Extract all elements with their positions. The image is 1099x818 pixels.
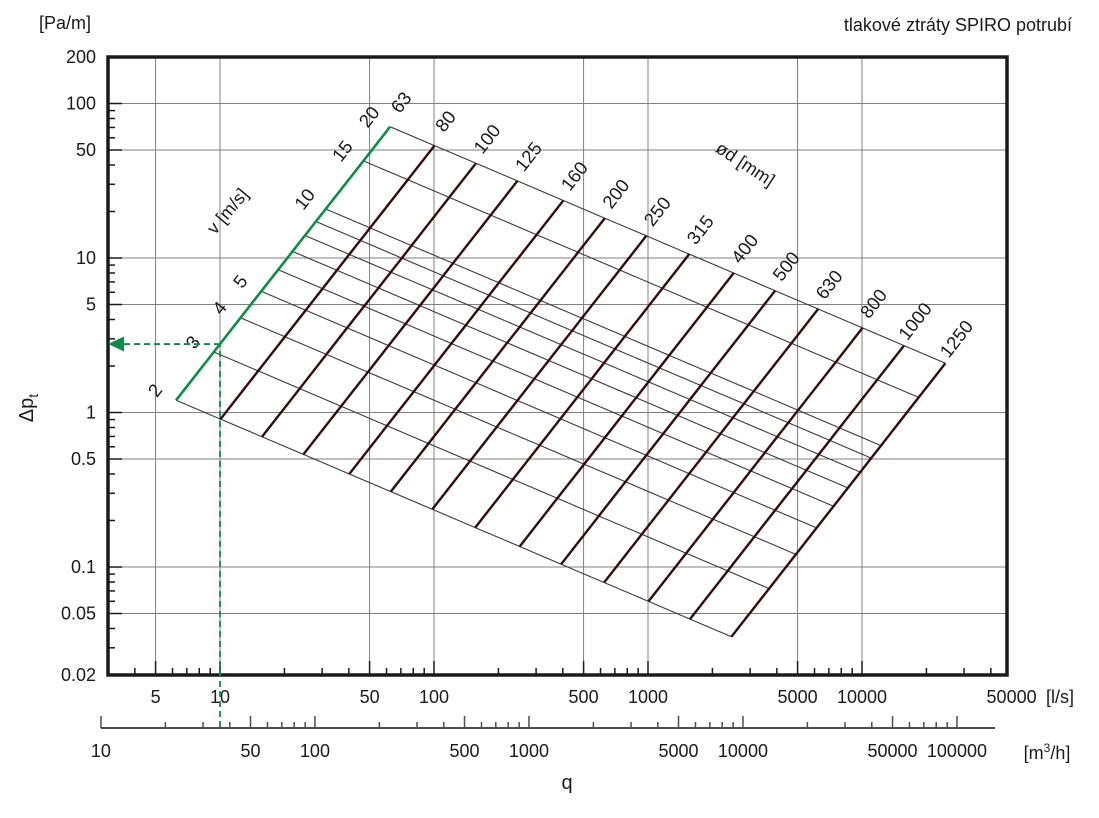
x-axis-tick-label-10000: 10000: [837, 687, 887, 707]
velocity-label-20: 20: [354, 102, 383, 131]
diameter-line-125: [302, 180, 519, 456]
velocity-label-4: 4: [208, 297, 231, 318]
velocity-scale-line-diameter-63: [175, 125, 392, 402]
diameter-line-315: [474, 253, 691, 529]
velocity-line-3: [213, 351, 770, 590]
velocity-line-15: [363, 160, 919, 398]
y-axis-tick-label-0_02: 0.02: [61, 665, 96, 685]
y-axis-tick-label-5: 5: [86, 295, 96, 315]
m3h-unit-superscript: 3: [1043, 741, 1051, 755]
x-axis-primary-unit: [l/s]: [1045, 687, 1074, 707]
secondary-x-axis-tick-label-5000: 5000: [659, 741, 699, 761]
diameter-line-250: [431, 235, 648, 511]
diameter-label-500: 500: [768, 248, 804, 285]
diameter-line-400: [518, 272, 735, 548]
secondary-x-axis-tick-label-100: 100: [300, 741, 330, 761]
y-axis-tick-label-0_05: 0.05: [61, 604, 96, 624]
diameter-label-100: 100: [469, 120, 505, 157]
diameter-line-160: [348, 199, 565, 475]
y-axis-unit-label: [Pa/m]: [38, 13, 91, 33]
y-axis-tick-label-200: 200: [66, 47, 96, 67]
secondary-x-axis-tick-label-10: 10: [91, 741, 111, 761]
y-axis-tick-label-0_5: 0.5: [71, 449, 96, 469]
velocity-label-15: 15: [328, 136, 357, 165]
secondary-x-axis-tick-label-10000: 10000: [718, 741, 768, 761]
y-axis-title-subscript: t: [25, 393, 41, 398]
y-axis-tick-label-1: 1: [86, 403, 96, 423]
velocity-line-6: [277, 269, 834, 507]
velocity-label-10: 10: [290, 184, 319, 213]
secondary-x-axis-tick-label-50000: 50000: [867, 741, 917, 761]
diameter-label-125: 125: [511, 138, 547, 175]
x-axis-tick-label-50: 50: [360, 687, 380, 707]
secondary-x-axis-tick-label-1000: 1000: [509, 741, 549, 761]
secondary-x-axis-tick-label-100000: 100000: [927, 741, 987, 761]
diameter-line-500: [560, 289, 777, 565]
diameter-label-630: 630: [811, 266, 847, 303]
diameter-line-1250: [730, 362, 947, 638]
diameter-label-800: 800: [856, 285, 892, 322]
diameter-label-160: 160: [556, 157, 592, 194]
secondary-x-axis-tick-label-500: 500: [450, 741, 480, 761]
velocity-line-20: [389, 126, 946, 364]
diameter-line-1000: [689, 344, 905, 620]
diameter-label-250: 250: [639, 193, 675, 230]
x-axis-tick-label-5: 5: [151, 687, 161, 707]
x-axis-secondary-unit: [m3/h]: [1007, 741, 1087, 764]
velocity-line-2: [175, 399, 732, 638]
secondary-x-axis-tick-label-50: 50: [241, 741, 261, 761]
y-axis-title: Δpt: [13, 368, 41, 448]
velocity-line-9: [315, 220, 872, 459]
diameter-label-1250: 1250: [935, 316, 977, 361]
diameter-label-63: 63: [386, 88, 415, 117]
y-axis-tick-label-100: 100: [66, 94, 96, 114]
velocity-line-7: [292, 250, 849, 489]
diameter-line-100: [261, 162, 477, 438]
velocity-label-3: 3: [181, 331, 204, 352]
diameter-line-800: [647, 327, 864, 603]
velocity-line-8: [304, 234, 861, 473]
y-axis-tick-label-50: 50: [76, 140, 96, 160]
x-axis-tick-label-50000: 50000: [987, 687, 1037, 707]
y-axis-tick-label-0_1: 0.1: [71, 557, 96, 577]
velocity-line-10: [325, 208, 882, 447]
diameter-line-80: [219, 144, 436, 420]
diameter-line-630: [603, 308, 820, 584]
velocity-line-4: [240, 317, 797, 555]
diameter-line-200: [389, 217, 606, 493]
velocity-line-5: [260, 290, 817, 529]
chart-title: tlakové ztráty SPIRO potrubí: [843, 15, 1072, 35]
x-axis-tick-label-1000: 1000: [628, 687, 668, 707]
x-axis-tick-label-100: 100: [419, 687, 449, 707]
velocity-label-5: 5: [229, 271, 252, 292]
m3h-unit-prefix: [m: [1023, 743, 1044, 763]
x-axis-tick-label-500: 500: [569, 687, 599, 707]
m3h-unit-suffix: /h]: [1050, 743, 1071, 763]
diameter-label-200: 200: [598, 175, 634, 212]
example-arrowhead: [108, 336, 124, 352]
y-axis-tick-label-10: 10: [76, 248, 96, 268]
velocity-label-2: 2: [144, 380, 167, 401]
diameter-label-400: 400: [727, 230, 763, 267]
x-axis-tick-label-5000: 5000: [778, 687, 818, 707]
diameter-label-1000: 1000: [894, 298, 936, 343]
diameter-label-80: 80: [431, 107, 460, 136]
x-axis-title: q: [561, 772, 573, 794]
y-axis-title-main: Δp: [16, 397, 38, 423]
diameter-label-315: 315: [682, 211, 718, 248]
